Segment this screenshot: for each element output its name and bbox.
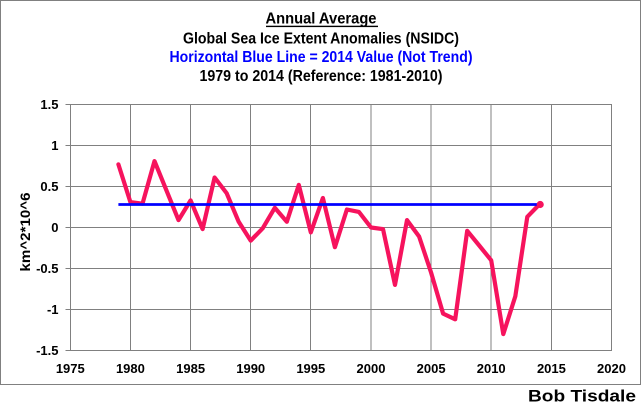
svg-text:1980: 1980 bbox=[116, 361, 145, 376]
svg-text:0.5: 0.5 bbox=[40, 179, 58, 194]
svg-text:1975: 1975 bbox=[56, 361, 85, 376]
svg-text:2000: 2000 bbox=[357, 361, 386, 376]
svg-text:-1.5: -1.5 bbox=[36, 343, 58, 358]
svg-text:2015: 2015 bbox=[537, 361, 566, 376]
svg-text:Annual Average: Annual Average bbox=[266, 10, 377, 27]
svg-text:-0.5: -0.5 bbox=[36, 261, 58, 276]
svg-text:2005: 2005 bbox=[417, 361, 446, 376]
svg-text:Bob Tisdale: Bob Tisdale bbox=[528, 387, 636, 406]
svg-text:-1: -1 bbox=[47, 302, 59, 317]
svg-text:km^2*10^6: km^2*10^6 bbox=[17, 192, 33, 271]
svg-text:0: 0 bbox=[51, 220, 58, 235]
svg-text:1: 1 bbox=[51, 138, 58, 153]
svg-text:1979 to 2014 (Reference: 1981-: 1979 to 2014 (Reference: 1981-2010) bbox=[200, 68, 443, 85]
svg-text:1990: 1990 bbox=[236, 361, 265, 376]
svg-text:1995: 1995 bbox=[296, 361, 325, 376]
svg-text:1985: 1985 bbox=[176, 361, 205, 376]
svg-text:1.5: 1.5 bbox=[40, 97, 58, 112]
svg-text:2020: 2020 bbox=[597, 361, 626, 376]
svg-text:2010: 2010 bbox=[477, 361, 506, 376]
svg-text:Global Sea Ice Extent Anomalie: Global Sea Ice Extent Anomalies (NSIDC) bbox=[183, 30, 459, 47]
svg-text:Horizontal Blue Line = 2014 Va: Horizontal Blue Line = 2014 Value (Not T… bbox=[170, 49, 473, 66]
